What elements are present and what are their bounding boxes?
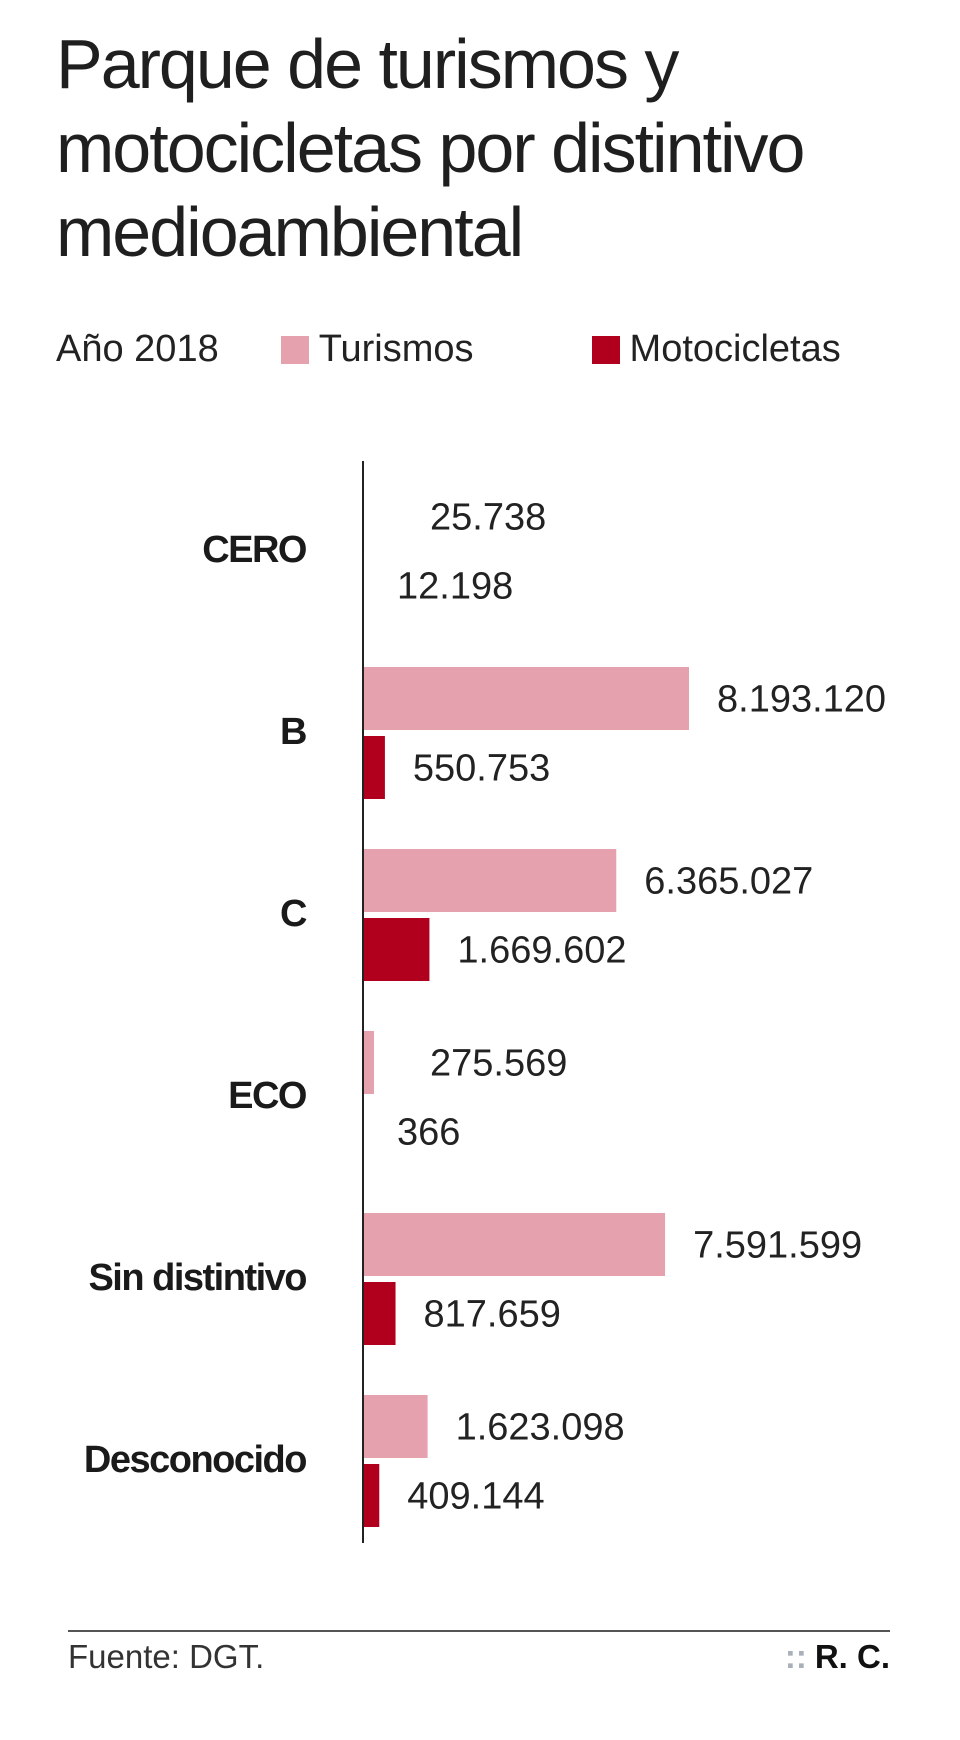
value-label: 409.144: [407, 1476, 544, 1518]
credit-dots: ::: [784, 1638, 807, 1675]
bar-turismos: [363, 849, 617, 912]
bar-turismos: [363, 1395, 428, 1458]
subtitle: Año 2018: [56, 328, 219, 370]
legend-swatch-motocicletas: [591, 335, 620, 364]
legend-label-motocicletas: Motocicletas: [629, 328, 841, 370]
legend-swatch-turismos: [280, 335, 309, 364]
value-label: 550.753: [413, 748, 550, 790]
bar-motocicletas: [363, 1282, 396, 1345]
bar-motocicletas: [363, 918, 430, 981]
value-label: 275.569: [430, 1043, 567, 1085]
bar-motocicletas: [363, 1464, 380, 1527]
bar-turismos: [363, 1031, 374, 1094]
category-label: C: [280, 893, 307, 935]
author-credit: :: R. C.: [785, 1638, 890, 1676]
category-label: B: [280, 711, 306, 753]
value-label: 1.669.602: [457, 930, 626, 972]
category-label: CERO: [202, 529, 306, 571]
value-label: 1.623.098: [456, 1407, 625, 1449]
legend-label-turismos: Turismos: [318, 328, 474, 370]
value-label: 6.365.027: [644, 861, 813, 903]
category-label: ECO: [228, 1075, 306, 1117]
value-label: 25.738: [430, 497, 546, 539]
value-label: 12.198: [397, 566, 513, 608]
category-label: Sin distintivo: [88, 1257, 306, 1299]
chart-title: Parque de turismos y motocicletas por di…: [56, 25, 805, 271]
category-label: Desconocido: [84, 1439, 306, 1481]
legend: Año 2018 Turismos Motocicletas: [56, 328, 841, 371]
source-note: Fuente: DGT.: [68, 1638, 265, 1675]
bar-motocicletas: [363, 736, 385, 799]
credit-text: R. C.: [814, 1638, 890, 1675]
value-label: 8.193.120: [717, 679, 886, 721]
bar-turismos: [363, 1213, 666, 1276]
value-label: 7.591.599: [693, 1225, 862, 1267]
footer-divider: [68, 1630, 890, 1632]
bar-turismos: [363, 667, 689, 730]
value-label: 366: [397, 1112, 460, 1154]
value-label: 817.659: [424, 1294, 561, 1336]
